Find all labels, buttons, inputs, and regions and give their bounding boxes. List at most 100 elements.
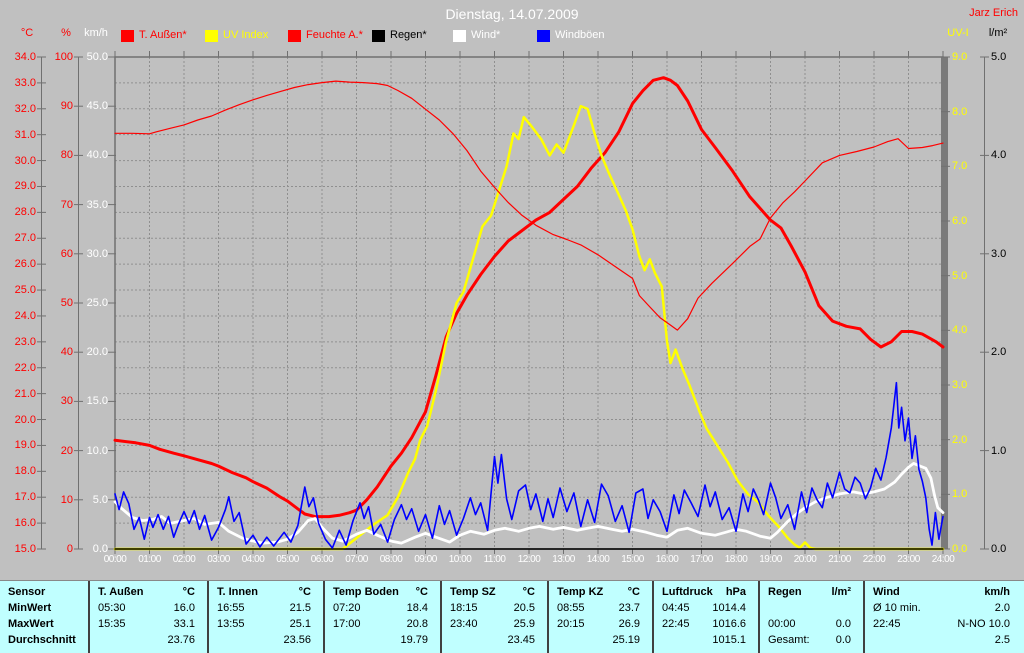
time-axis-label: 22:00 bbox=[862, 554, 886, 565]
humidity-tick-label: 100 bbox=[54, 51, 73, 63]
temp-tick-label: 17.0 bbox=[14, 491, 36, 504]
table-cell: °C bbox=[182, 585, 195, 598]
table-cell: MinWert bbox=[8, 601, 52, 614]
table-cell: 2.5 bbox=[994, 633, 1010, 646]
table-cell: Temp Boden bbox=[333, 585, 399, 598]
table-row: 08:55 23.7 bbox=[557, 600, 640, 615]
temp-tick-label: 18.0 bbox=[14, 465, 36, 478]
table-divider bbox=[207, 581, 209, 653]
table-cell: 1015.1 bbox=[712, 633, 746, 646]
uv-tick-label: 2.0 bbox=[952, 433, 968, 446]
table-cell: l/m² bbox=[831, 585, 851, 598]
rain-tick-label: 1.0 bbox=[991, 444, 1007, 457]
wind-tick-label: 20.0 bbox=[86, 346, 108, 359]
time-axis-label: 09:00 bbox=[414, 554, 437, 565]
time-axis-label: 08:00 bbox=[379, 554, 403, 565]
temp-tick-label: 15.0 bbox=[14, 543, 36, 555]
legend-item-1: UV Index bbox=[205, 29, 268, 42]
table-row: 2.5 bbox=[873, 632, 1010, 647]
table-row: 05:30 16.0 bbox=[98, 600, 195, 615]
legend-swatch-icon bbox=[537, 29, 550, 42]
table-row: Ø 10 min. 2.0 bbox=[873, 600, 1010, 615]
table-row: Wind km/h bbox=[873, 584, 1010, 599]
time-axis-label: 01:00 bbox=[138, 554, 161, 565]
table-row: MinWert bbox=[8, 600, 76, 615]
wind-tick-label: 30.0 bbox=[86, 247, 108, 260]
humidity-tick-label: 80 bbox=[60, 149, 73, 162]
table-cell: hPa bbox=[725, 585, 746, 598]
uv-tick-label: 6.0 bbox=[952, 215, 968, 227]
table-divider bbox=[863, 581, 865, 653]
table-cell: 23:40 bbox=[450, 617, 478, 630]
table-cell: km/h bbox=[984, 585, 1010, 598]
table-column-temp-sz: Temp SZ °C 18:15 20.5 23:40 25.9 23.45 bbox=[444, 581, 543, 653]
time-axis-label: 13:00 bbox=[552, 554, 575, 565]
time-axis-label: 06:00 bbox=[310, 554, 334, 565]
table-row: 23:40 25.9 bbox=[450, 616, 535, 631]
temp-tick-label: 16.0 bbox=[14, 517, 36, 530]
table-rowheader-column: Sensor MinWert MaxWert Durchschnitt bbox=[2, 581, 84, 653]
temp-axis-header: °C bbox=[20, 27, 34, 39]
author-watermark: Jarz Erich bbox=[969, 7, 1018, 19]
table-row: 22:45 1016.6 bbox=[662, 616, 746, 631]
sensor-summary-table: Sensor MinWert MaxWert Durchschnitt T. Außen… bbox=[0, 580, 1024, 653]
legend-swatch-icon bbox=[372, 29, 385, 42]
table-cell: 20.8 bbox=[406, 617, 428, 630]
rain-tick-label: 5.0 bbox=[991, 51, 1007, 63]
table-cell: MaxWert bbox=[8, 617, 54, 630]
table-cell: 33.1 bbox=[173, 617, 195, 630]
temp-tick-label: 23.0 bbox=[14, 335, 36, 348]
table-cell: 21.5 bbox=[289, 601, 311, 614]
table-row: Temp Boden °C bbox=[333, 584, 428, 599]
table-divider bbox=[88, 581, 90, 653]
table-cell: 22:45 bbox=[662, 617, 690, 630]
table-row: Regen l/m² bbox=[768, 584, 851, 599]
wind-tick-label: 45.0 bbox=[86, 100, 108, 113]
legend-item-5: Windböen bbox=[537, 29, 605, 42]
time-axis-label: 11:00 bbox=[483, 554, 506, 565]
wind-axis-header: km/h bbox=[84, 27, 108, 39]
legend-item-0: T. Außen* bbox=[121, 29, 187, 42]
table-cell: Gesamt: bbox=[768, 633, 810, 646]
table-row: 22:45 N-NO 10.0 bbox=[873, 616, 1010, 631]
table-cell: 23.56 bbox=[283, 633, 311, 646]
table-cell: °C bbox=[298, 585, 311, 598]
table-row: 20:15 26.9 bbox=[557, 616, 640, 631]
rain-tick-label: 4.0 bbox=[991, 149, 1007, 162]
table-cell: °C bbox=[415, 585, 428, 598]
table-cell: Regen bbox=[768, 585, 802, 598]
table-row: 23.76 bbox=[98, 632, 195, 647]
series-line-feuchte-a- bbox=[114, 80, 944, 331]
legend-swatch-icon bbox=[288, 29, 301, 42]
table-cell: 25.19 bbox=[612, 633, 640, 646]
table-column-luftdruck: Luftdruck hPa 04:45 1014.4 22:45 1016.6 1015.1 bbox=[656, 581, 754, 653]
temp-tick-label: 20.0 bbox=[14, 413, 36, 426]
humidity-tick-label: 40 bbox=[60, 346, 73, 359]
table-cell: 23.45 bbox=[507, 633, 535, 646]
temp-tick-label: 22.0 bbox=[14, 361, 36, 374]
table-row: 15:35 33.1 bbox=[98, 616, 195, 631]
time-axis-label: 21:00 bbox=[828, 554, 851, 565]
wind-tick-label: 10.0 bbox=[86, 444, 108, 457]
table-cell: 15:35 bbox=[98, 617, 126, 630]
rain-tick-label: 0.0 bbox=[991, 543, 1007, 555]
table-cell: N-NO 10.0 bbox=[957, 617, 1010, 630]
temp-tick-label: 30.0 bbox=[14, 154, 36, 167]
table-cell: Durchschnitt bbox=[8, 633, 76, 646]
page-title: Dienstag, 14.07.2009 bbox=[445, 6, 579, 22]
table-cell: 1014.4 bbox=[712, 601, 746, 614]
temp-tick-label: 31.0 bbox=[14, 128, 36, 141]
legend-label: Feuchte A.* bbox=[306, 29, 363, 41]
humidity-tick-label: 20 bbox=[60, 444, 73, 457]
humidity-tick-label: 50 bbox=[60, 297, 73, 309]
table-column-t-innen: T. Innen °C 16:55 21.5 13:55 25.1 23.56 bbox=[211, 581, 319, 653]
table-row: Temp SZ °C bbox=[450, 584, 535, 599]
rain-tick-label: 2.0 bbox=[991, 346, 1007, 359]
time-axis-label: 16:00 bbox=[655, 554, 679, 565]
wind-tick-label: 0.0 bbox=[92, 543, 108, 555]
table-cell: 25.9 bbox=[513, 617, 535, 630]
time-axis-label: 07:00 bbox=[345, 554, 368, 565]
table-cell: 07:20 bbox=[333, 601, 361, 614]
